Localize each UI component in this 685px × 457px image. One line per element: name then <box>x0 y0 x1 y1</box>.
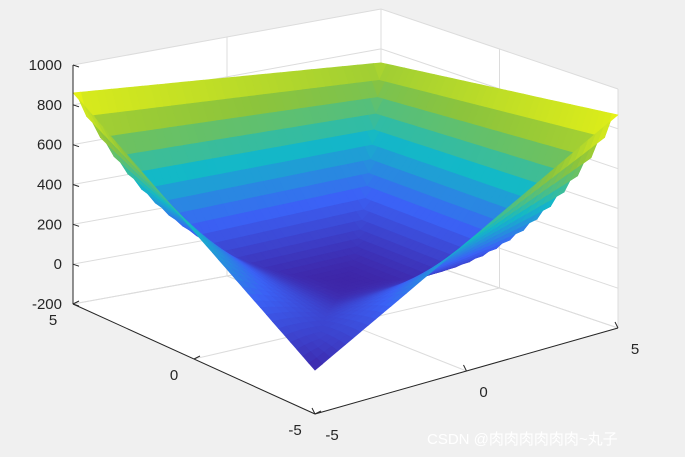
z-tick-label: 600 <box>37 137 62 154</box>
x-tick <box>463 364 467 372</box>
tick-labels: -200 0 200 400 600 800 1000 -5 0 5 -5 0 5 <box>29 57 640 444</box>
axes-box <box>72 64 619 415</box>
z-tick-label: 1000 <box>29 57 62 74</box>
z-tick <box>72 303 80 307</box>
surface <box>72 62 619 371</box>
z-tick <box>72 64 80 68</box>
z-tick <box>72 144 80 148</box>
z-tick-label: 200 <box>37 216 62 233</box>
x-tick-label: 0 <box>479 384 487 401</box>
y-tick <box>193 355 201 360</box>
y-tick-label: 0 <box>170 367 178 384</box>
x-tick <box>311 407 316 415</box>
z-tick <box>72 184 80 187</box>
y-tick-label: 5 <box>49 312 57 329</box>
x-tick <box>614 321 619 329</box>
x-tick-label: 5 <box>631 341 639 358</box>
y-tick <box>72 300 80 305</box>
z-tick <box>72 223 80 227</box>
z-tick <box>72 263 80 267</box>
surface-patch <box>308 357 324 371</box>
z-tick-label: -200 <box>32 296 62 313</box>
z-tick-label: 0 <box>54 256 62 273</box>
z-tick-label: 400 <box>37 177 62 194</box>
z-tick-label: 800 <box>37 97 62 114</box>
x-tick-label: -5 <box>325 427 338 444</box>
y-tick <box>314 410 322 415</box>
z-tick <box>72 104 80 108</box>
watermark-text: CSDN @肉肉肉肉肉肉~丸子 <box>427 431 618 448</box>
y-tick-label: -5 <box>288 422 301 439</box>
